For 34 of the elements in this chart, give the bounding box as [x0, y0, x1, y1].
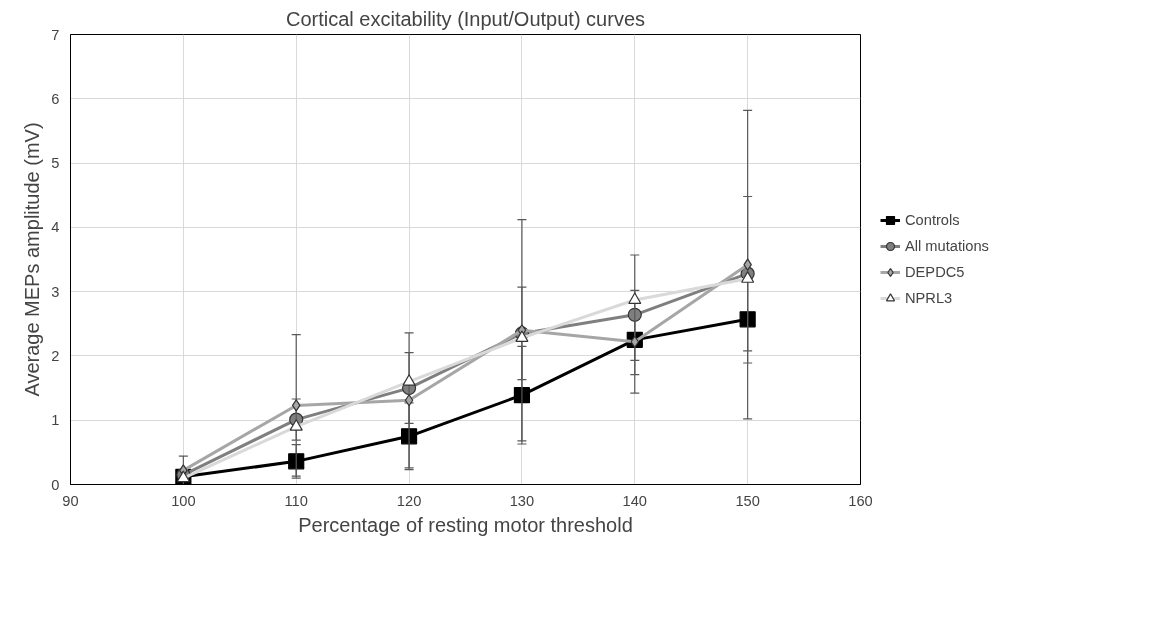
x-tick-label: 130 — [509, 492, 535, 509]
point — [291, 399, 301, 412]
point — [739, 311, 756, 328]
legend-label: Controls — [905, 212, 960, 228]
point — [627, 307, 642, 322]
point — [402, 374, 416, 386]
point — [404, 394, 414, 407]
y-tick-label: 7 — [51, 26, 60, 43]
x-tick-label: 140 — [622, 492, 648, 509]
y-tick-label: 6 — [51, 90, 60, 107]
y-tick-label: 1 — [51, 412, 60, 429]
y-tick-label: 2 — [51, 347, 60, 364]
x-tick-label: 100 — [171, 492, 196, 509]
legend-label: NPRL3 — [905, 290, 953, 306]
chart-title: Cortical excitability (Input/Output) curves — [285, 7, 646, 30]
y-tick-label: 0 — [51, 476, 60, 493]
point — [515, 330, 529, 342]
point — [628, 292, 642, 305]
point — [288, 453, 305, 470]
x-tick-label: 110 — [284, 492, 308, 509]
x-tick-label: 120 — [396, 492, 422, 509]
point — [289, 419, 303, 431]
x-axis-title: Percentage of resting motor threshold — [298, 513, 633, 536]
y-axis-title: Average MEPs amplitude (mV) — [21, 122, 44, 397]
point — [630, 335, 640, 348]
point — [741, 271, 755, 283]
legend-label: All mutations — [905, 238, 989, 254]
legend-label: DEPDC5 — [905, 264, 965, 280]
y-tick-label: 5 — [51, 155, 60, 172]
x-tick-label: 90 — [62, 492, 79, 509]
y-tick-label: 3 — [51, 283, 60, 300]
x-tick-label: 150 — [735, 492, 760, 509]
x-tick-label: 160 — [848, 492, 873, 509]
y-tick-label: 4 — [51, 219, 60, 236]
